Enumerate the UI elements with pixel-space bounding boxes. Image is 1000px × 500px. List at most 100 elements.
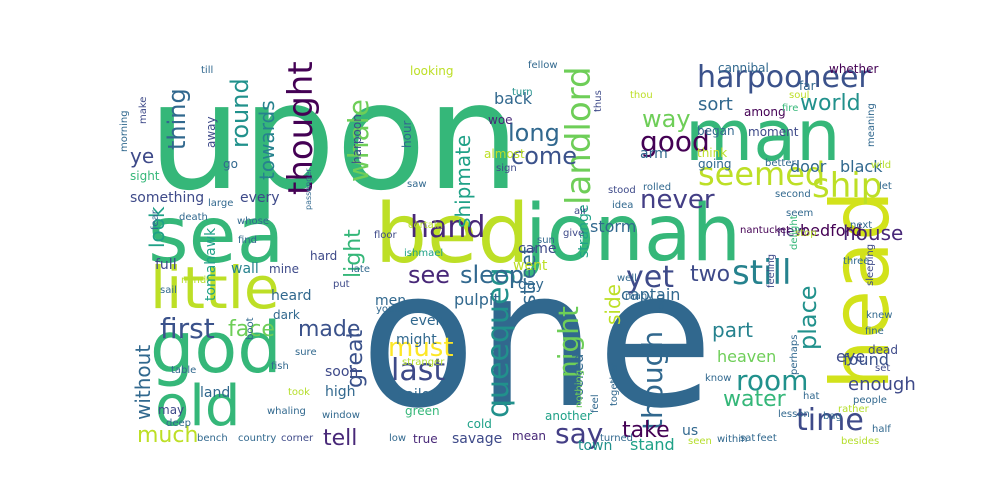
word-storm: storm	[590, 217, 636, 236]
word-death: death	[179, 212, 208, 223]
word-feet: feet	[757, 433, 777, 444]
word-let: let	[879, 181, 892, 192]
word-thus: thus	[593, 90, 604, 112]
word-sleeping: sleeping	[865, 244, 876, 286]
word-make: make	[138, 97, 149, 124]
word-town: town	[578, 438, 612, 454]
word-came: came	[518, 241, 557, 257]
word-door: door	[790, 157, 827, 176]
word-find: find	[238, 235, 257, 246]
word-cannibal: cannibal	[718, 61, 769, 75]
word-captain: captain	[621, 285, 680, 304]
word-towards: towards	[255, 100, 279, 180]
word-whose: whose	[237, 216, 269, 227]
word-long: long	[508, 119, 560, 147]
word-perhaps: perhaps	[789, 335, 800, 375]
word-stranger: stranger	[402, 357, 445, 368]
word-old: old	[155, 374, 240, 439]
word-found: found	[843, 350, 889, 369]
word-street: street	[516, 246, 540, 305]
word-sort: sort	[698, 94, 733, 115]
word-hour: hour	[400, 120, 414, 148]
word-stood: stood	[608, 185, 636, 196]
word-turned: turned	[600, 433, 633, 444]
word-round: round	[226, 78, 254, 148]
word-land: land	[200, 385, 230, 401]
word-great: great	[343, 329, 368, 388]
word-delight: delight	[789, 215, 800, 250]
word-whether: whether	[829, 62, 878, 76]
word-sat: sat	[740, 433, 755, 444]
word-fear: fear	[150, 209, 161, 230]
word-saw: saw	[407, 179, 427, 190]
word-thought: thought	[281, 61, 321, 195]
word-man: man	[685, 95, 840, 177]
word-soon: soon	[325, 364, 358, 380]
word-heard: heard	[271, 288, 311, 304]
word-began: began	[697, 124, 735, 138]
word-face: face	[228, 317, 275, 342]
word-full: full	[155, 257, 177, 273]
word-mine: mine	[269, 262, 299, 276]
word-took: took	[288, 387, 310, 398]
word-landlord: landlord	[559, 66, 599, 205]
word-idea: idea	[612, 200, 633, 211]
word-way: way	[642, 105, 691, 133]
word-still: still	[732, 253, 791, 293]
word-new: new	[777, 224, 806, 240]
word-give: give	[563, 228, 584, 239]
word-black: black	[840, 157, 883, 176]
word-better: better	[765, 158, 796, 169]
word-almost: almost	[484, 147, 525, 161]
word-fellow: fellow	[528, 60, 558, 71]
word-table: table	[171, 365, 196, 376]
word-rolled: rolled	[643, 182, 671, 193]
word-strange: strange	[576, 205, 592, 259]
word-heaven: heaven	[717, 347, 776, 366]
word-go: go	[223, 157, 238, 171]
word-within: within	[717, 434, 747, 445]
word-besides: besides	[841, 436, 879, 447]
word-water: water	[723, 387, 787, 412]
word-mean: mean	[512, 429, 546, 443]
word-men: men	[375, 293, 406, 309]
word-must: must	[388, 333, 454, 363]
word-nothing: nothing	[574, 370, 585, 408]
word-people: people	[853, 395, 887, 406]
word-ye: ye	[130, 144, 154, 168]
word-even: even	[410, 313, 444, 329]
word-little: little	[150, 254, 280, 322]
word-come: come	[511, 142, 577, 170]
word-harpooneer: harpooneer	[697, 60, 871, 95]
word-hat: hat	[803, 391, 819, 402]
word-thou: thou	[630, 90, 653, 101]
word-see: see	[408, 261, 450, 289]
word-light: light	[341, 229, 366, 278]
word-put: put	[333, 279, 350, 290]
word-never: never	[640, 185, 715, 215]
word-far: far	[799, 79, 816, 93]
word-green: green	[405, 404, 440, 418]
word-together: together	[609, 362, 620, 406]
word-set: set	[875, 363, 890, 374]
word-last: last	[391, 353, 445, 388]
word-queequeg: queequeg	[481, 267, 516, 418]
word-bench: bench	[197, 433, 228, 444]
word-sail: sail	[160, 285, 177, 296]
word-floor: floor	[374, 230, 398, 241]
word-sign: sign	[496, 163, 517, 174]
word-late: late	[351, 264, 370, 275]
word-first: first	[160, 312, 215, 345]
word-thing: thing	[163, 88, 191, 150]
word-sea: sea	[148, 191, 284, 281]
word-among: among	[744, 105, 786, 119]
word-looking: looking	[410, 64, 454, 78]
word-sure: sure	[295, 347, 317, 358]
word-next: next	[850, 220, 872, 231]
word-eye: eye	[836, 347, 865, 366]
word-sleep: sleep	[460, 261, 524, 289]
word-back: back	[494, 89, 533, 108]
word-whale: whale	[342, 99, 375, 182]
word-true: true	[413, 432, 438, 446]
word-wild: wild	[871, 160, 891, 171]
